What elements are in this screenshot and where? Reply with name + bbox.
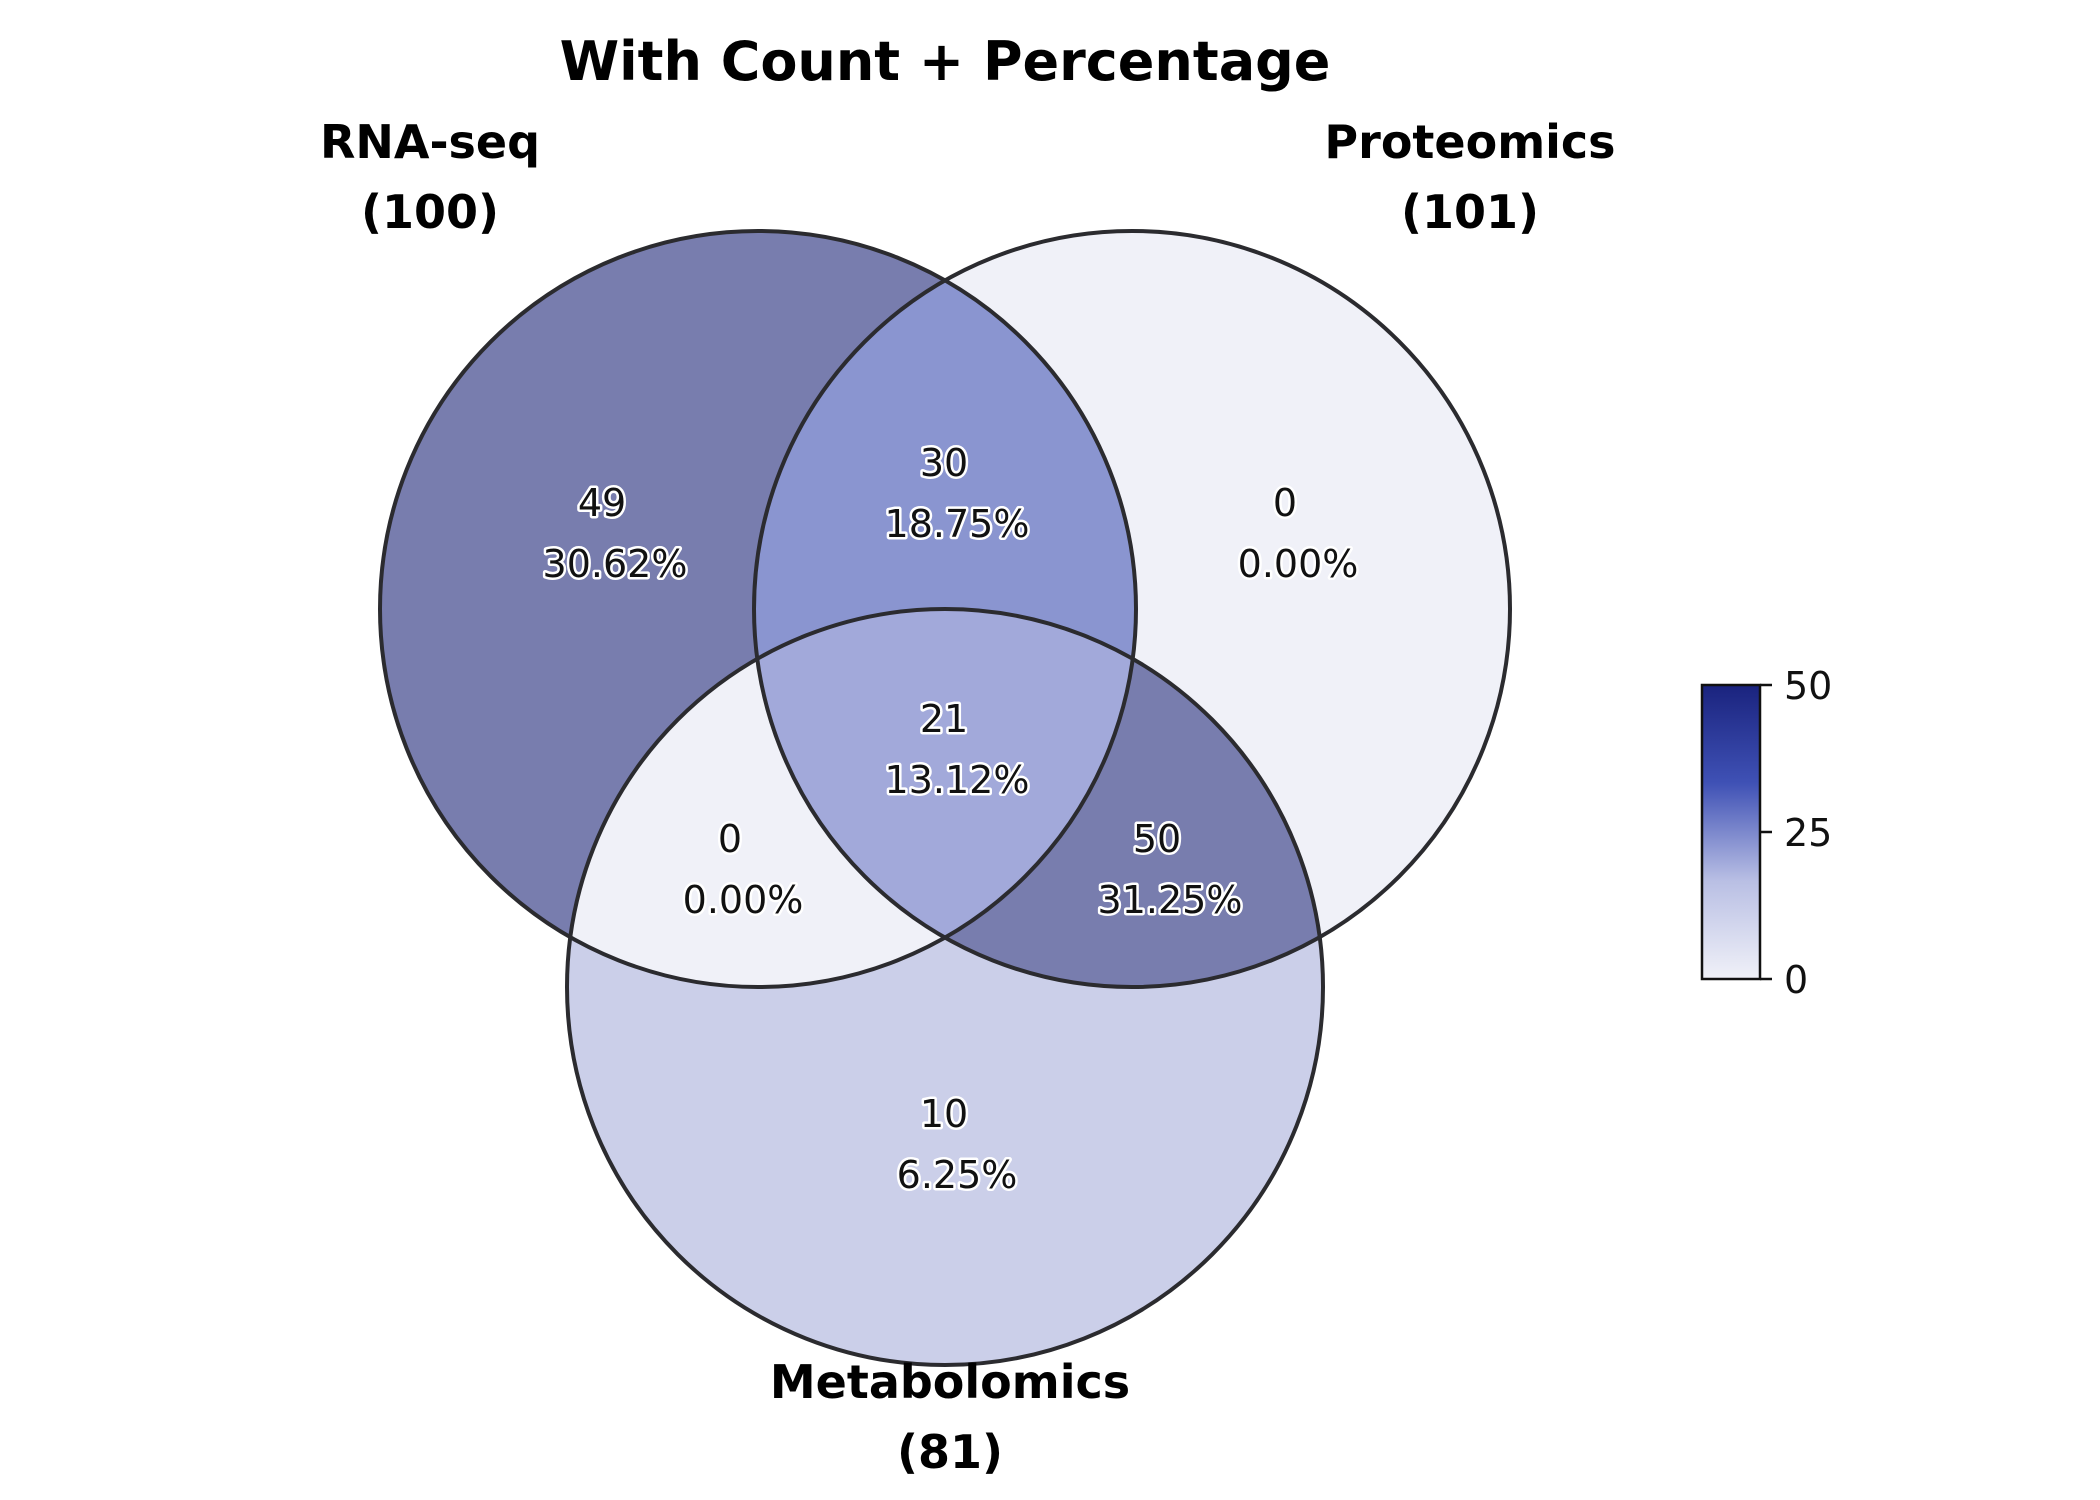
- set-label-proteomics: Proteomics: [1324, 115, 1615, 169]
- region-percent-rna-seq-only: 30.62%: [543, 542, 688, 586]
- region-count-metabolomics-only: 10: [920, 1092, 968, 1136]
- region-count-proteomics-only: 0: [1273, 481, 1297, 525]
- region-percent-metabolomics-only: 6.25%: [897, 1153, 1018, 1197]
- circle-outline-proteomics: [752, 229, 1512, 989]
- region-percent-all-three: 13.12%: [885, 758, 1030, 802]
- colorbar-tick-label-50: 50: [1784, 664, 1832, 708]
- set-size-metabolomics: (81): [897, 1425, 1003, 1479]
- colorbar-tick-label-25: 25: [1784, 811, 1832, 855]
- circle-outline-metabolomics: [565, 607, 1325, 1367]
- region-percent-proteomics-metabolomics: 31.25%: [1098, 878, 1243, 922]
- set-size-rna-seq: (100): [361, 185, 499, 239]
- colorbar: 0 25 50: [1700, 664, 1832, 1002]
- region-percent-proteomics-only: 0.00%: [1238, 542, 1359, 586]
- colorbar-tick-label-0: 0: [1784, 958, 1808, 1002]
- colorbar-gradient: [1700, 683, 1762, 981]
- region-percent-rna-seq-proteomics: 18.75%: [885, 502, 1030, 546]
- region-count-proteomics-metabolomics: 50: [1133, 817, 1181, 861]
- set-label-rna-seq: RNA-seq: [320, 115, 540, 169]
- region-count-rna-seq-metabolomics: 0: [718, 817, 742, 861]
- circle-outline-rna-seq: [378, 229, 1138, 989]
- region-count-all-three: 21: [920, 697, 968, 741]
- set-label-metabolomics: Metabolomics: [770, 1355, 1130, 1409]
- region-count-rna-seq-only: 49: [578, 481, 626, 525]
- chart-title: With Count + Percentage: [560, 30, 1331, 93]
- set-size-proteomics: (101): [1401, 185, 1539, 239]
- region-percent-rna-seq-metabolomics: 0.00%: [683, 878, 804, 922]
- region-count-rna-seq-proteomics: 30: [920, 441, 968, 485]
